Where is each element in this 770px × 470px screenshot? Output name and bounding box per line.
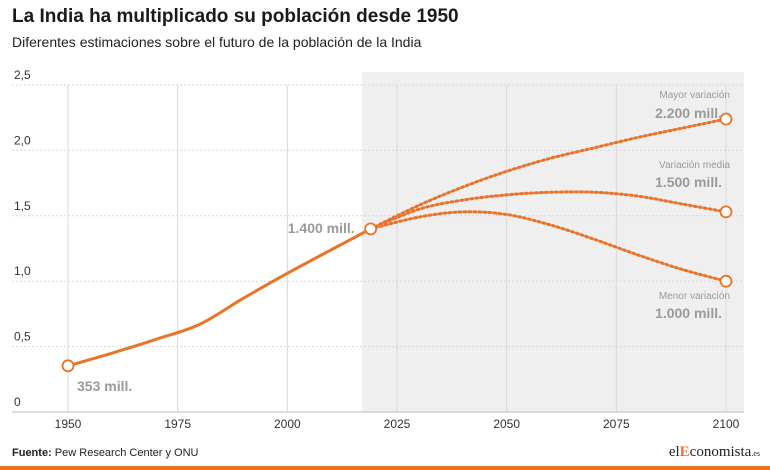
y-tick-label: 2,0 — [14, 133, 31, 147]
projection-end-marker — [719, 112, 733, 126]
y-tick-label: 1,0 — [14, 264, 31, 278]
logo-domain: .es — [751, 449, 760, 458]
logo-mid: E — [679, 444, 690, 460]
projection-line — [369, 117, 728, 231]
logo-prefix: el — [668, 444, 680, 460]
series-name-label: Variación media — [659, 160, 730, 171]
chart-title: La India ha multiplicado su población de… — [12, 6, 459, 27]
source-label: Fuente: — [12, 447, 52, 459]
y-tick-label: 2,5 — [14, 68, 31, 82]
projection-band — [361, 72, 744, 412]
projection-end-marker — [719, 205, 733, 219]
x-tick-label: 1975 — [164, 417, 191, 431]
series-value-label: 1.000 mill. — [655, 305, 722, 321]
start-point-marker — [61, 359, 75, 373]
series-value-label: 1.500 mill. — [655, 174, 722, 190]
chart-subtitle: Diferentes estimaciones sobre el futuro … — [12, 34, 422, 50]
y-tick-label: 0 — [14, 395, 21, 409]
y-tick-label: 1,5 — [14, 199, 31, 213]
y-tick-label: 0,5 — [14, 330, 31, 344]
logo-suffix: conomista — [689, 444, 752, 460]
annotation-label: 353 mill. — [77, 378, 132, 394]
series-value-label: 2.200 mill. — [655, 105, 722, 121]
brand-logo[interactable]: elEconomista.es — [669, 444, 760, 461]
x-tick-label: 2075 — [603, 417, 630, 431]
source-note: Fuente: Pew Research Center y ONU — [12, 447, 198, 459]
annotation-label: 1.400 mill. — [288, 220, 355, 236]
current-point-marker — [364, 222, 378, 236]
projection-line — [369, 210, 728, 283]
source-text: Pew Research Center y ONU — [54, 447, 199, 459]
population-line-chart: 0 0,5 1,0 1,5 2,0 2,5 1950 1975 2000 2025 2050 2075… — [12, 68, 744, 431]
series-name-label: Menor variación — [659, 291, 730, 302]
x-tick-label: 2050 — [493, 417, 520, 431]
x-tick-label: 2100 — [713, 417, 740, 431]
x-tick-label: 1950 — [55, 417, 82, 431]
series-name-label: Mayor variación — [659, 90, 730, 101]
historical-line — [67, 227, 372, 368]
bottom-accent-bar — [0, 466, 770, 470]
projection-line — [369, 190, 728, 231]
x-tick-label: 2000 — [274, 417, 301, 431]
projection-end-marker — [719, 274, 733, 288]
x-tick-label: 2025 — [384, 417, 411, 431]
